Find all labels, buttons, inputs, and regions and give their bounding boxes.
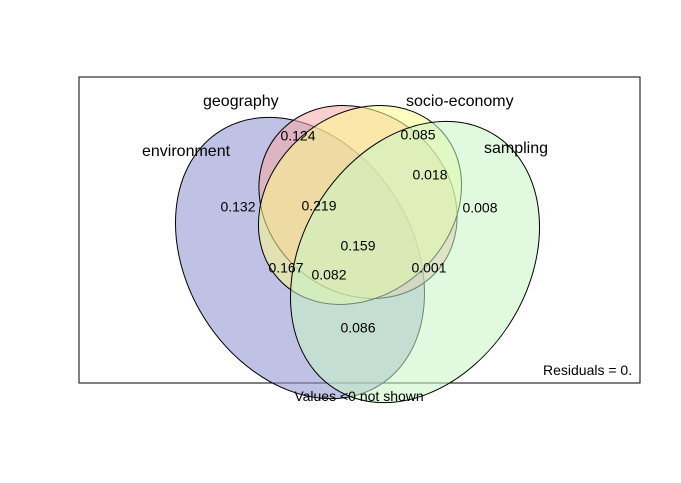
region-value-geography: 0.124 <box>280 128 315 144</box>
set-label-socio-economy: socio-economy <box>406 93 514 110</box>
region-value-environment-geography-socio-economy: 0.219 <box>301 198 336 214</box>
region-value-environment-geography-socio-economy-sampling: 0.159 <box>340 238 375 254</box>
set-label-sampling: sampling <box>484 140 548 157</box>
region-value-environment-socio-economy-sampling: 0.082 <box>311 267 346 283</box>
region-value-environment-sampling: 0.086 <box>340 320 375 336</box>
region-value-socio-economy-sampling: 0.018 <box>412 167 447 183</box>
region-value-environment: 0.132 <box>220 199 255 215</box>
residuals-text: Residuals = 0. <box>543 362 632 378</box>
footnote: Values <0 not shown <box>294 388 423 404</box>
set-ellipse-sampling <box>289 120 541 404</box>
region-value-socio-economy: 0.085 <box>400 127 435 143</box>
region-value-sampling: 0.008 <box>462 200 497 216</box>
set-label-geography: geography <box>203 93 279 110</box>
region-value-environment-socio-economy: 0.167 <box>268 260 303 276</box>
region-value-geography-socio-economy-sampling: 0.001 <box>411 260 446 276</box>
set-label-environment: environment <box>142 143 231 160</box>
